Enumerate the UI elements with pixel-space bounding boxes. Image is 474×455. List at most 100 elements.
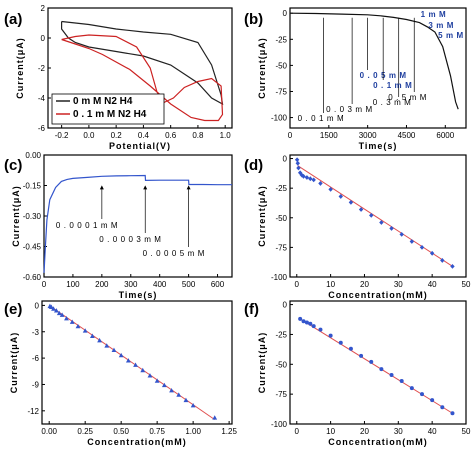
plot-frame xyxy=(41,300,233,425)
data-point xyxy=(190,402,196,408)
data-point xyxy=(359,353,364,358)
y-tick-label: -75 xyxy=(275,87,287,96)
x-tick-label: 30 xyxy=(394,280,403,289)
x-tick-label: 500 xyxy=(182,280,196,289)
annotation-label: 5 m M xyxy=(438,31,464,40)
data-point xyxy=(161,382,167,388)
annotation-label: 0 . 0 0 0 5 m M xyxy=(143,249,205,258)
x-axis-label: Time(s) xyxy=(359,141,398,151)
y-tick-label: 0 xyxy=(283,155,288,164)
data-point xyxy=(133,362,138,367)
y-tick-label: -0.45 xyxy=(23,243,42,252)
annotation-arrowhead xyxy=(99,185,104,190)
panel-label: (b) xyxy=(244,11,263,28)
data-point xyxy=(104,343,110,348)
data-point xyxy=(125,358,131,363)
x-tick-label: 10 xyxy=(326,427,335,436)
fit-line xyxy=(297,165,453,267)
data-point xyxy=(308,321,313,326)
y-tick-label: -6 xyxy=(38,124,46,133)
data-point xyxy=(328,186,333,192)
x-tick-label: 300 xyxy=(124,280,138,289)
data-point xyxy=(338,194,343,199)
data-point xyxy=(430,398,435,403)
panel-label: (d) xyxy=(244,157,263,174)
y-axis-label: Current(μA) xyxy=(257,185,267,247)
data-point xyxy=(48,304,54,309)
x-tick-label: -0.2 xyxy=(55,131,69,140)
y-tick-label: -25 xyxy=(275,184,287,193)
data-point xyxy=(298,316,303,321)
data-point xyxy=(379,367,384,372)
x-tick-label: 0.50 xyxy=(113,427,129,436)
annotation-label: 0 . 5 m M xyxy=(388,93,427,102)
y-tick-label: -75 xyxy=(275,243,287,252)
data-point xyxy=(311,324,316,329)
x-tick-label: 10 xyxy=(326,280,335,289)
data-point xyxy=(440,405,445,410)
panel-label: (a) xyxy=(4,11,22,28)
x-tick-label: 20 xyxy=(360,427,369,436)
data-point xyxy=(450,263,455,269)
series-line xyxy=(289,12,459,110)
annotation-arrowhead xyxy=(186,185,191,190)
panel-d: (d) 0 10 20 30 40 50 0 -25 -50 -75 -100 Concentratio… xyxy=(244,154,471,300)
data-point xyxy=(176,392,182,397)
data-point xyxy=(59,312,65,317)
y-tick-label: -6 xyxy=(32,354,40,363)
annotation-label: 0 . 0 3 m M xyxy=(326,105,373,114)
data-point xyxy=(296,165,301,171)
y-tick-label: -75 xyxy=(275,390,287,399)
legend-entry: 0 . 1 m M N2 H4 xyxy=(73,109,147,120)
plot-frame xyxy=(289,154,467,278)
data-point xyxy=(82,328,88,333)
panel-label: (e) xyxy=(4,301,22,318)
x-axis-label: Concentration(mM) xyxy=(328,437,428,447)
data-point xyxy=(89,333,95,338)
data-point xyxy=(147,373,153,378)
x-tick-label: 200 xyxy=(95,280,109,289)
data-point xyxy=(429,250,435,256)
x-axis-label: Potential(V) xyxy=(109,141,171,151)
data-point xyxy=(97,337,102,343)
data-point xyxy=(440,258,445,263)
panel-e: (e) 0.00 0.25 0.50 0.75 1.00 1.25 0 -3 -6 -9 -12 Con… xyxy=(4,300,237,447)
data-point xyxy=(369,359,374,364)
y-tick-label: -50 xyxy=(275,360,287,369)
data-point xyxy=(338,340,343,345)
data-point xyxy=(111,347,117,352)
y-tick-label: 0 xyxy=(41,34,46,43)
x-axis-label: Concentration(mM) xyxy=(87,437,187,447)
x-tick-label: 1500 xyxy=(320,131,338,140)
annotation-label: 0 . 0 1 m M xyxy=(298,114,345,123)
x-tick-label: 100 xyxy=(66,280,80,289)
panel-f: (f) 0 10 20 30 40 50 0 -25 -50 -75 -100 Concentratio… xyxy=(244,300,471,447)
x-tick-label: 0.75 xyxy=(149,427,165,436)
y-axis-label: Current(μA) xyxy=(9,332,19,394)
legend-box xyxy=(51,93,165,125)
data-point xyxy=(389,373,394,378)
data-point xyxy=(118,352,124,358)
x-tick-label: 400 xyxy=(153,280,167,289)
data-point xyxy=(369,213,374,218)
data-point xyxy=(304,175,310,180)
y-tick-label: -4 xyxy=(38,94,46,103)
data-point xyxy=(348,199,354,205)
data-point xyxy=(358,207,364,212)
legend-entry: 0 m M N2 H4 xyxy=(73,96,133,107)
data-point xyxy=(420,392,424,397)
y-tick-label: -0.60 xyxy=(23,273,42,282)
x-tick-label: 1.00 xyxy=(185,427,201,436)
data-point xyxy=(64,315,69,321)
data-point xyxy=(389,226,394,231)
x-tick-label: 4500 xyxy=(398,131,416,140)
x-tick-label: 40 xyxy=(428,427,437,436)
y-tick-label: -50 xyxy=(275,61,287,70)
data-point xyxy=(56,310,62,316)
y-tick-label: -0.30 xyxy=(23,212,42,221)
series-line xyxy=(43,174,232,273)
y-tick-label: -25 xyxy=(275,330,287,339)
panel-b: (b) 0 1500 3000 4500 6000 0 -25 -50 -75 -100 Time(s… xyxy=(244,7,467,151)
data-point xyxy=(379,220,384,225)
y-tick-label: -100 xyxy=(271,420,288,429)
